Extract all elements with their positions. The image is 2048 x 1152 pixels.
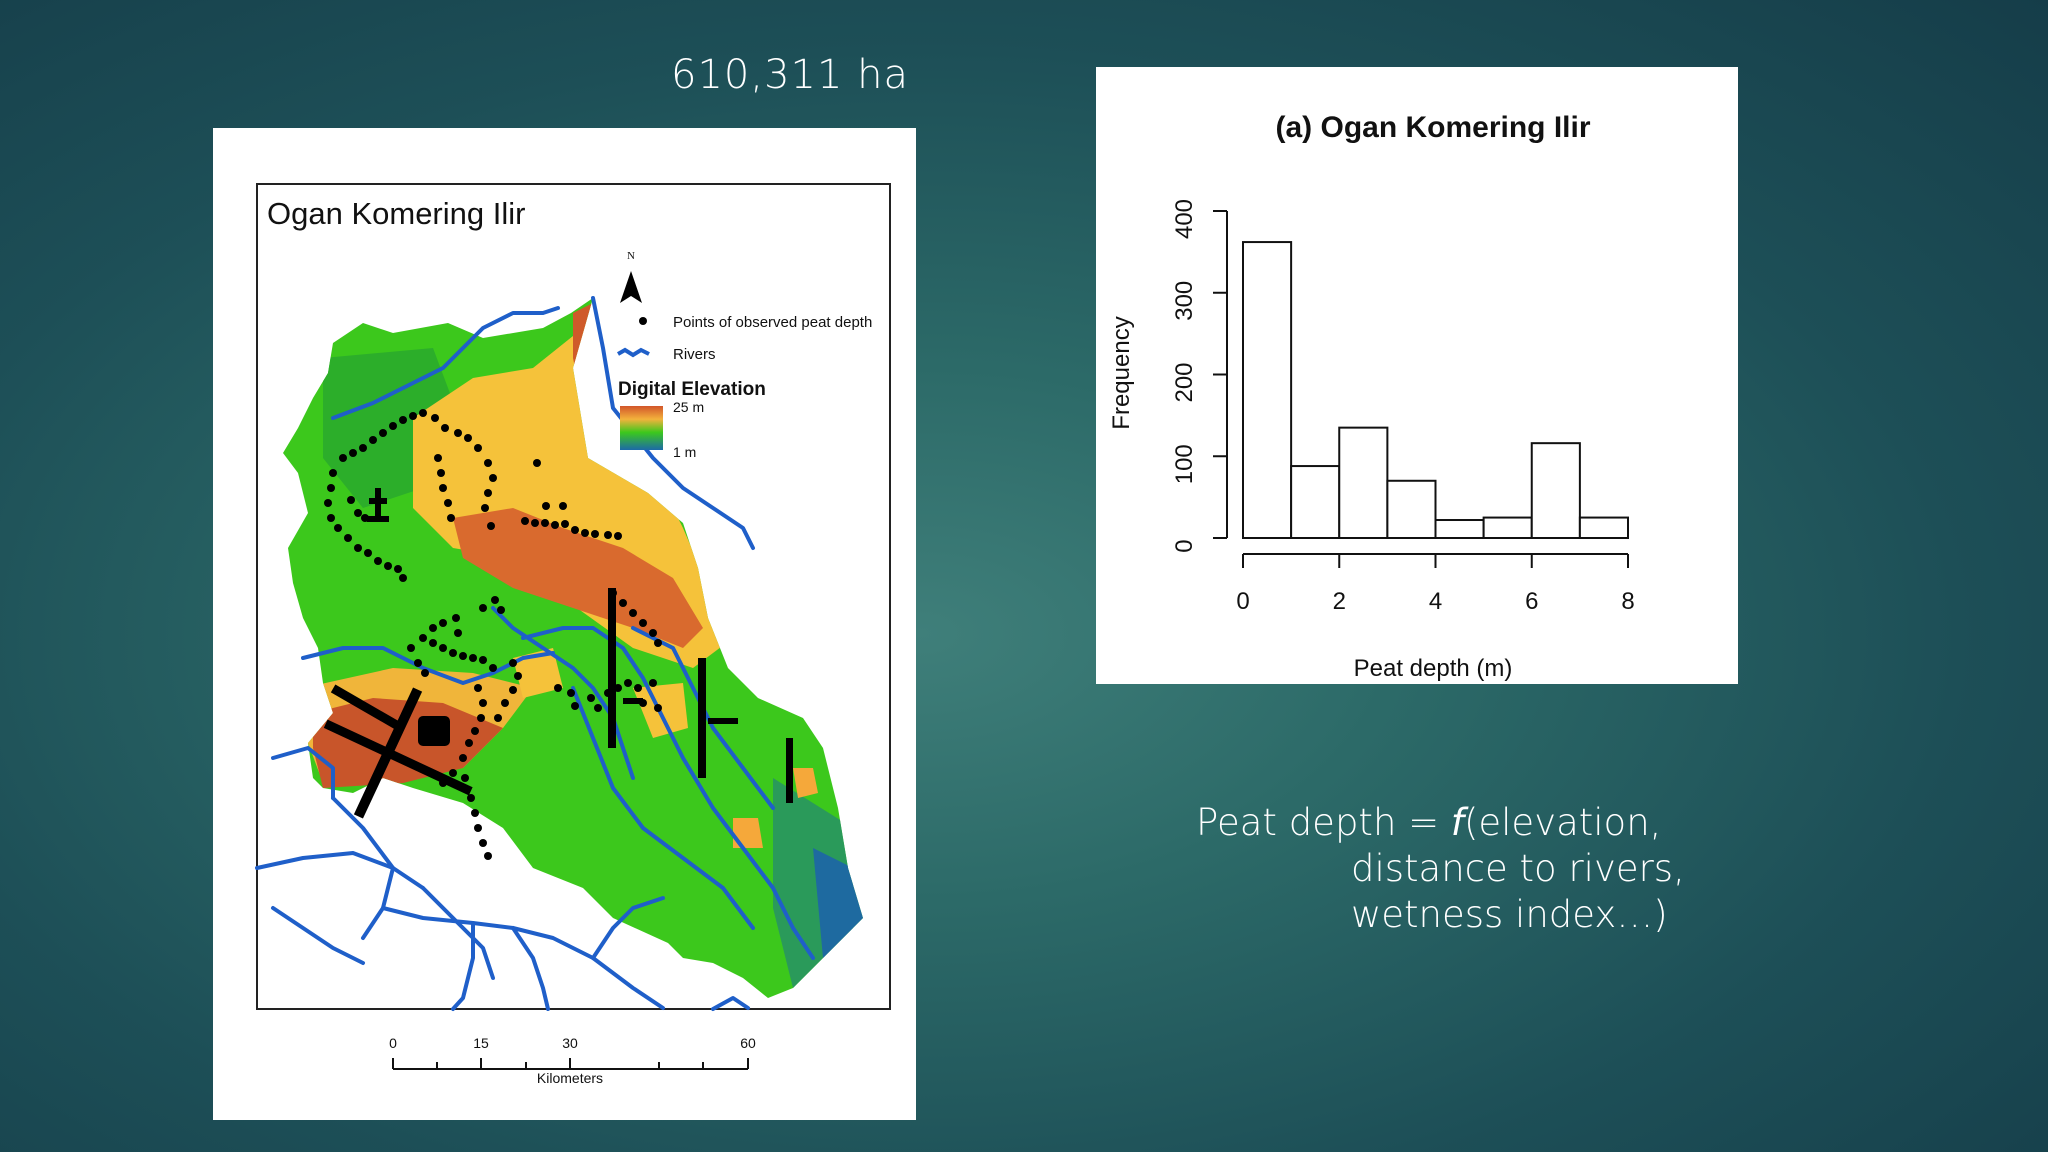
y-tick-label: 400	[1171, 199, 1198, 239]
histogram-bar	[1338, 426, 1389, 540]
x-tick-label: 8	[1621, 588, 1634, 615]
y-tick-label: 0	[1171, 539, 1198, 552]
elevation-color-ramp	[620, 406, 663, 450]
histogram-bar	[1290, 465, 1341, 539]
histogram-bar	[1530, 442, 1581, 540]
y-tick-label: 300	[1171, 281, 1198, 321]
histogram-bar	[1578, 516, 1629, 539]
formula-function: f	[1450, 801, 1464, 844]
histogram-panel: (a) Ogan Komering Ilir Peat depth (m) Fr…	[1096, 67, 1738, 684]
histogram-title: (a) Ogan Komering Ilir	[1275, 111, 1590, 144]
histogram-ylabel: Frequency	[1108, 316, 1135, 429]
y-tick-label: 100	[1171, 444, 1198, 484]
histogram-bar	[1434, 519, 1485, 540]
formula-line-2: distance to rivers,	[1351, 847, 1685, 890]
legend-elevation-low: 1 m	[673, 444, 696, 460]
histogram-bar	[1386, 479, 1437, 539]
map-legend: Points of observed peat depth Rivers Dig…	[617, 314, 872, 460]
scale-tick-15: 15	[473, 1035, 489, 1051]
y-tick-label: 200	[1171, 362, 1198, 402]
legend-elevation-title: Digital Elevation	[618, 379, 766, 400]
north-arrow-icon	[620, 271, 642, 303]
observation-points	[323, 409, 793, 860]
histogram-bar	[1482, 516, 1533, 539]
peat-depth-histogram: (a) Ogan Komering Ilir Peat depth (m) Fr…	[1108, 111, 1635, 682]
formula-prefix: Peat depth =	[1196, 801, 1451, 844]
formula-line-3: wetness index…)	[1351, 893, 1668, 936]
histogram-xlabel: Peat depth (m)	[1354, 655, 1513, 682]
x-tick-label: 6	[1525, 588, 1538, 615]
formula-suffix: (elevation,	[1463, 801, 1662, 844]
x-tick-label: 0	[1236, 588, 1249, 615]
x-tick-label: 2	[1333, 588, 1346, 615]
north-label: N	[627, 250, 635, 262]
point-legend-icon	[639, 317, 647, 325]
formula-text: Peat depth = f(elevation, distance to ri…	[1196, 800, 1685, 938]
river-legend-icon	[617, 347, 650, 358]
map-title: Ogan Komering Ilir	[267, 196, 525, 231]
elevation-map: Ogan Komering Ilir	[255, 183, 891, 1086]
legend-points-label: Points of observed peat depth	[673, 314, 872, 331]
formula-line-1: Peat depth = f(elevation,	[1196, 800, 1685, 846]
rivers	[255, 296, 815, 1011]
histogram-bar	[1242, 241, 1293, 539]
area-label: 610,311 ha	[671, 52, 909, 98]
elevation-map-panel: Ogan Komering Ilir	[213, 128, 916, 1120]
legend-rivers-label: Rivers	[673, 346, 716, 363]
scale-tick-60: 60	[740, 1035, 756, 1051]
scale-bar: 0 15 30 60 Kilometers	[389, 1035, 756, 1086]
map-frame	[256, 183, 891, 1010]
legend-elevation-high: 25 m	[673, 399, 704, 415]
scale-tick-0: 0	[389, 1035, 397, 1051]
scale-tick-30: 30	[562, 1035, 578, 1051]
scale-unit-label: Kilometers	[537, 1070, 603, 1086]
x-tick-label: 4	[1429, 588, 1442, 615]
